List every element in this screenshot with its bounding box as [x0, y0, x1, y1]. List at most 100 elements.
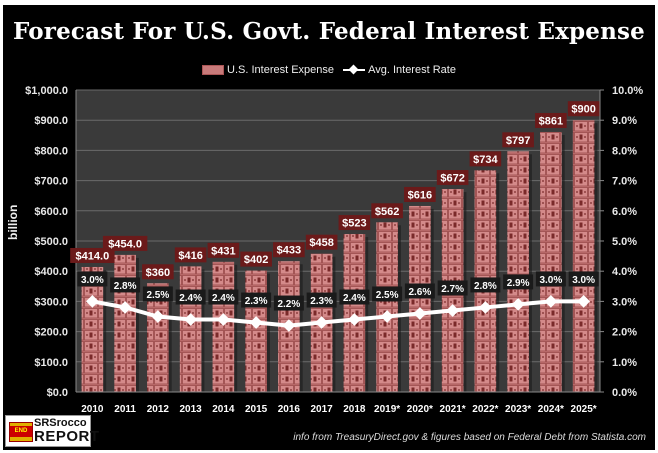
rate-marker	[446, 304, 459, 317]
bar-data-label: $797	[506, 135, 530, 147]
bar-data-label-box	[338, 215, 371, 231]
x-tick-label: 2025*	[571, 404, 597, 415]
bar	[147, 283, 169, 392]
rate-marker	[380, 310, 394, 323]
logo-line2: REPORT	[34, 428, 100, 445]
rate-data-label: 2.3%	[310, 296, 333, 307]
rate-marker	[282, 319, 296, 332]
x-tick-label: 2022*	[472, 404, 498, 415]
bar-data-label-box	[273, 242, 305, 258]
rate-data-label-box	[503, 274, 534, 290]
legend-bar-swatch-icon	[202, 65, 225, 76]
rate-data-label: 2.5%	[376, 290, 399, 301]
bar-data-label: $562	[375, 206, 399, 218]
bar	[376, 222, 398, 392]
bar	[114, 254, 136, 392]
rate-data-label: 3.0%	[572, 275, 595, 286]
rate-data-label-box	[175, 289, 206, 305]
rate-data-label: 2.4%	[179, 293, 202, 304]
rate-marker	[118, 301, 132, 314]
rate-data-label-box	[77, 271, 108, 287]
chart-title: Forecast For U.S. Govt. Federal Interest…	[12, 18, 646, 45]
x-tick-label: 2012	[147, 404, 170, 415]
bar	[409, 205, 431, 392]
source-note: info from TreasuryDirect.gov & figures b…	[293, 432, 646, 443]
bar-data-label: $861	[539, 115, 563, 127]
x-tick-label: 2014	[212, 404, 235, 415]
rate-data-label-box	[437, 280, 468, 296]
rate-data-label-box	[470, 277, 501, 293]
y-tick-label: $300.0	[34, 296, 68, 308]
bar-data-label-box	[174, 247, 207, 263]
rate-marker	[217, 313, 230, 326]
bar-data-label: $416	[178, 250, 202, 262]
y2-tick-label: 10.0%	[612, 85, 643, 97]
bar	[81, 266, 104, 392]
bar-data-label: $360	[146, 267, 170, 279]
rate-data-label: 3.0%	[539, 275, 562, 286]
bar-data-label-box	[207, 242, 240, 258]
y2-tick-label: 6.0%	[612, 206, 637, 218]
bar-data-label-box	[436, 170, 469, 186]
legend-line-label: Avg. Interest Rate	[368, 64, 456, 76]
rate-line	[92, 299, 584, 328]
y-tick-label: $100.0	[34, 357, 68, 369]
rate-data-label-box	[535, 271, 566, 287]
y2-tick-label: 5.0%	[612, 236, 637, 248]
rate-data-label: 2.4%	[212, 293, 235, 304]
logo-badge-icon: END	[9, 422, 33, 442]
y2-tick-label: 8.0%	[612, 145, 637, 157]
y-tick-label: $500.0	[34, 236, 68, 248]
rate-data-label: 3.0%	[81, 275, 104, 286]
bar-data-label-box	[102, 235, 148, 251]
rate-data-label-box	[142, 286, 173, 302]
y-tick-label: $0.0	[47, 387, 68, 399]
bar-data-label: $900	[571, 104, 595, 116]
x-tick-label: 2018	[343, 404, 366, 415]
rate-marker	[86, 295, 99, 308]
x-tick-label: 2023*	[505, 404, 531, 415]
rate-marker	[315, 316, 328, 329]
bar-data-label-box	[305, 234, 338, 250]
legend-line-marker-icon	[343, 65, 366, 75]
rate-data-label: 2.7%	[441, 284, 464, 295]
rate-data-label: 2.9%	[507, 278, 530, 289]
bar-data-label: $402	[244, 254, 268, 266]
bar	[212, 261, 235, 392]
rate-marker	[479, 301, 492, 314]
bar-data-label-box	[70, 247, 115, 263]
legend: U.S. Interest Expense Avg. Interest Rate	[0, 64, 658, 76]
x-tick-label: 2021*	[440, 404, 466, 415]
y2-tick-label: 2.0%	[612, 327, 637, 339]
rate-data-label-box	[372, 286, 403, 302]
rate-data-label-box	[241, 292, 272, 308]
rate-data-label: 2.6%	[408, 287, 431, 298]
bar-data-label: $734	[473, 154, 498, 166]
bar-data-label-box	[469, 151, 502, 167]
x-tick-label: 2010	[81, 404, 104, 415]
bar-data-label-box	[240, 251, 272, 267]
rate-data-label-box	[339, 289, 370, 305]
bar-data-label: $672	[440, 173, 464, 185]
y-tick-label: $800.0	[34, 145, 68, 157]
rate-data-label: 2.4%	[343, 293, 366, 304]
bar-data-label-box	[535, 112, 567, 128]
bar-data-label-box	[142, 264, 174, 280]
y-tick-label: $200.0	[34, 327, 68, 339]
rate-data-label-box	[568, 271, 599, 287]
rate-data-label: 2.8%	[474, 281, 497, 292]
x-tick-label: 2019*	[374, 404, 400, 415]
rate-marker	[348, 313, 361, 326]
bar	[245, 270, 267, 392]
logo-line1: SRSrocco	[34, 417, 87, 429]
y-tick-label: $900.0	[34, 115, 68, 127]
rate-data-label: 2.2%	[277, 299, 300, 310]
y-tick-label: $400.0	[34, 266, 68, 278]
bar-data-label-box	[502, 132, 534, 148]
y2-tick-label: 9.0%	[612, 115, 637, 127]
bar-data-label-box	[404, 186, 436, 202]
x-tick-label: 2011	[114, 404, 136, 415]
rate-marker	[184, 313, 197, 326]
